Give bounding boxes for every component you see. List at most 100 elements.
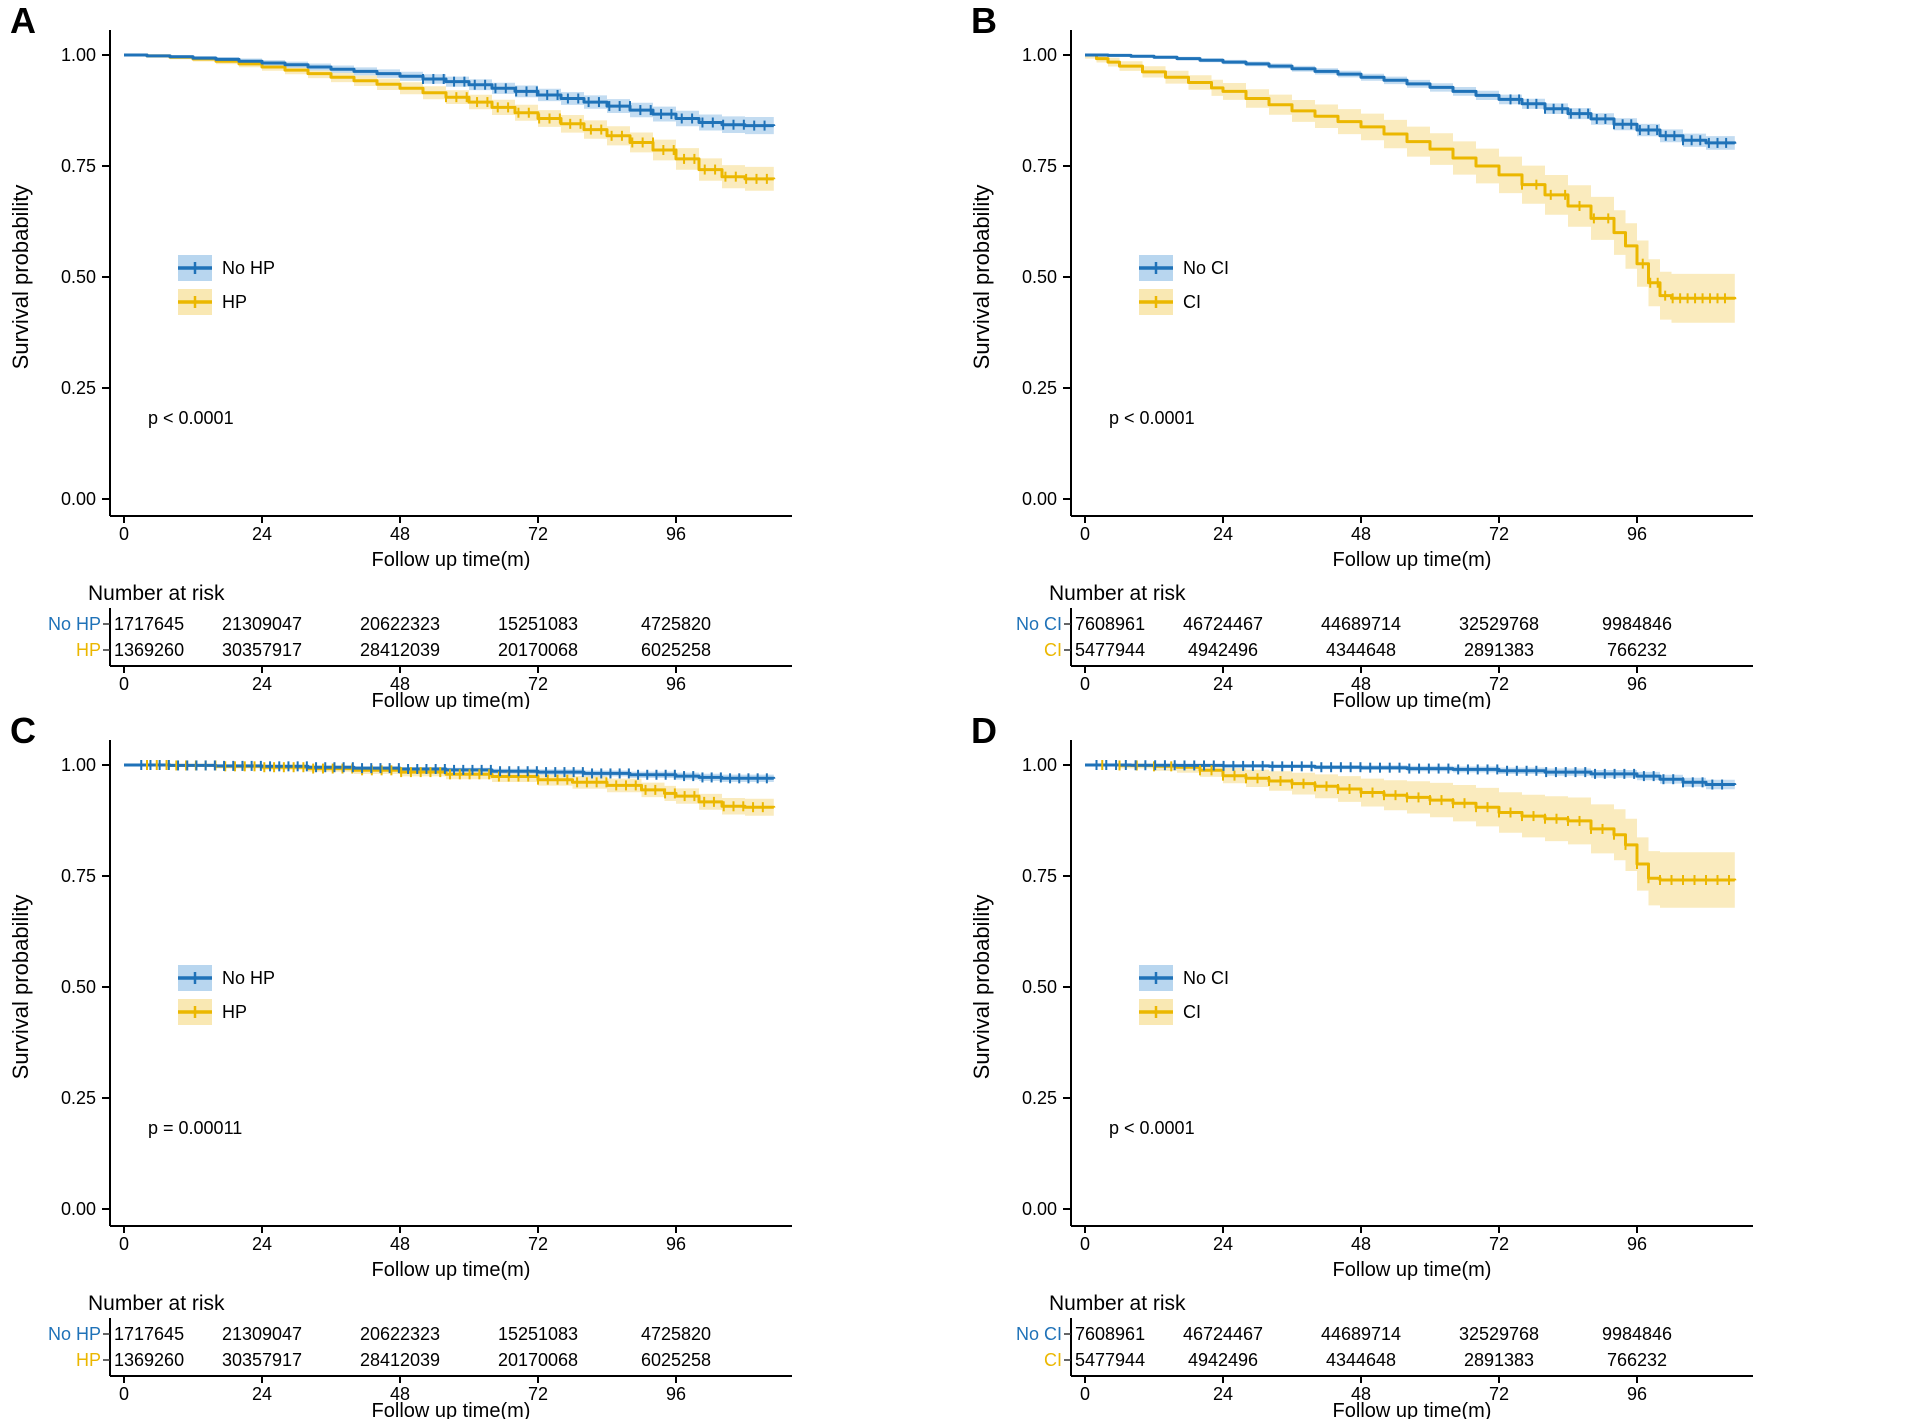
censor-marks-no-hp	[422, 73, 766, 131]
risk-x-tick-label: 96	[1627, 1384, 1647, 1404]
x-tick-label: 24	[252, 1234, 272, 1254]
risk-count: 1717645	[114, 1324, 184, 1344]
risk-count: 46724467	[1183, 1324, 1263, 1344]
y-tick-label: 0.50	[61, 977, 96, 997]
panel-c-letter: C	[10, 710, 36, 751]
y-tick-label: 0.50	[1022, 267, 1057, 287]
risk-count: 21309047	[222, 614, 302, 634]
x-tick-label: 0	[119, 1234, 129, 1254]
risk-count: 5477944	[1075, 1350, 1145, 1370]
x-tick-label: 72	[1489, 524, 1509, 544]
legend: No HP HP	[178, 255, 275, 315]
ci-band-no-ci	[1085, 55, 1735, 151]
km-curve-no-hp	[124, 53, 776, 128]
y-axis-label: Survival probability	[969, 895, 994, 1080]
risk-x-tick-label: 96	[666, 674, 686, 694]
panel-a: A Survival probability 1.00 0.75 0.50 0.25 0.…	[0, 0, 961, 709]
risk-row-label: CI	[1044, 1350, 1062, 1370]
risk-x-tick-label: 24	[1213, 1384, 1233, 1404]
panel-c-chart: Survival probability 1.00 0.75 0.50 0.25 0.00…	[8, 740, 792, 1419]
risk-count: 4725820	[641, 1324, 711, 1344]
panel-c: C Survival probability 1.00 0.75 0.50 0.25 0.…	[0, 710, 961, 1419]
x-tick-label: 0	[119, 524, 129, 544]
risk-table: Number at risk No HP 1717645 21309047 206223…	[48, 1292, 711, 1376]
x-tick-label: 96	[1627, 1234, 1647, 1254]
risk-x-tick-label: 48	[390, 674, 410, 694]
ci-band-hp	[124, 55, 774, 192]
y-axis-label: Survival probability	[969, 185, 994, 370]
risk-count: 4942496	[1188, 1350, 1258, 1370]
legend: No CI CI	[1139, 965, 1229, 1025]
y-tick-label: 0.50	[61, 267, 96, 287]
x-tick-label: 24	[1213, 524, 1233, 544]
panel-d-letter: D	[971, 710, 997, 751]
risk-count: 4344648	[1326, 1350, 1396, 1370]
risk-x-tick-label: 72	[1489, 674, 1509, 694]
risk-count: 2891383	[1464, 1350, 1534, 1370]
risk-row-label: No HP	[48, 614, 101, 634]
x-axis-label: Follow up time(m)	[372, 1259, 531, 1281]
x-tick-label: 0	[1080, 1234, 1090, 1254]
risk-table-title: Number at risk	[88, 1292, 225, 1315]
y-tick-label: 0.00	[1022, 489, 1057, 509]
risk-count: 30357917	[222, 640, 302, 660]
risk-count: 766232	[1607, 640, 1667, 660]
risk-count: 4344648	[1326, 640, 1396, 660]
risk-count: 20170068	[498, 1350, 578, 1370]
panel-d: D Survival probability 1.00 0.75 0.50 0.25 0.…	[961, 710, 1922, 1419]
x-axis-label: Follow up time(m)	[1333, 549, 1492, 571]
x-tick-label: 96	[1627, 524, 1647, 544]
risk-x-tick-label: 24	[252, 1384, 272, 1404]
p-value-text: p = 0.00011	[148, 1118, 242, 1138]
risk-row-label: No CI	[1016, 1324, 1062, 1344]
risk-count: 7608961	[1075, 1324, 1145, 1344]
y-tick-label: 0.00	[61, 1199, 96, 1219]
risk-count: 28412039	[360, 1350, 440, 1370]
risk-count: 20622323	[360, 1324, 440, 1344]
y-tick-label: 0.75	[61, 156, 96, 176]
legend-label: HP	[222, 292, 247, 312]
risk-x-tick-label: 72	[528, 674, 548, 694]
risk-x-tick-label: 48	[1351, 1384, 1371, 1404]
censor-marks-ci	[1101, 760, 1730, 885]
x-axis-label: Follow up time(m)	[1333, 1259, 1492, 1281]
risk-count: 28412039	[360, 640, 440, 660]
y-tick-label: 1.00	[1022, 755, 1057, 775]
risk-x-axis-label: Follow up time(m)	[1333, 1400, 1492, 1419]
risk-count: 4725820	[641, 614, 711, 634]
risk-count: 15251083	[498, 614, 578, 634]
legend: No HP HP	[178, 965, 275, 1025]
risk-count: 44689714	[1321, 614, 1401, 634]
risk-x-tick-label: 72	[1489, 1384, 1509, 1404]
panel-b-letter: B	[971, 0, 997, 41]
risk-x-tick-label: 72	[528, 1384, 548, 1404]
y-tick-label: 1.00	[61, 755, 96, 775]
y-tick-label: 0.00	[1022, 1199, 1057, 1219]
risk-row-label: No HP	[48, 1324, 101, 1344]
risk-count: 20170068	[498, 640, 578, 660]
x-tick-label: 72	[528, 1234, 548, 1254]
p-value-text: p < 0.0001	[1109, 408, 1195, 428]
risk-table-title: Number at risk	[88, 582, 225, 605]
risk-x-tick-label: 0	[119, 1384, 129, 1404]
risk-count: 1369260	[114, 640, 184, 660]
x-tick-label: 24	[252, 524, 272, 544]
x-tick-label: 72	[528, 524, 548, 544]
risk-row-label: HP	[76, 1350, 101, 1370]
censor-marks-hp	[445, 92, 768, 184]
y-tick-label: 0.25	[1022, 1088, 1057, 1108]
risk-x-tick-label: 96	[666, 1384, 686, 1404]
risk-count: 32529768	[1459, 1324, 1539, 1344]
risk-count: 30357917	[222, 1350, 302, 1370]
km-curve-no-ci	[1085, 53, 1737, 145]
risk-table: Number at risk No HP 1717645 21309047 206223…	[48, 582, 711, 666]
censor-marks-no-ci	[1095, 760, 1724, 790]
y-axis-label: Survival probability	[8, 185, 33, 370]
y-axis-label: Survival probability	[8, 895, 33, 1080]
risk-count: 15251083	[498, 1324, 578, 1344]
censor-marks-no-hp	[140, 760, 768, 784]
x-tick-label: 24	[1213, 1234, 1233, 1254]
x-tick-label: 48	[390, 524, 410, 544]
risk-count: 766232	[1607, 1350, 1667, 1370]
